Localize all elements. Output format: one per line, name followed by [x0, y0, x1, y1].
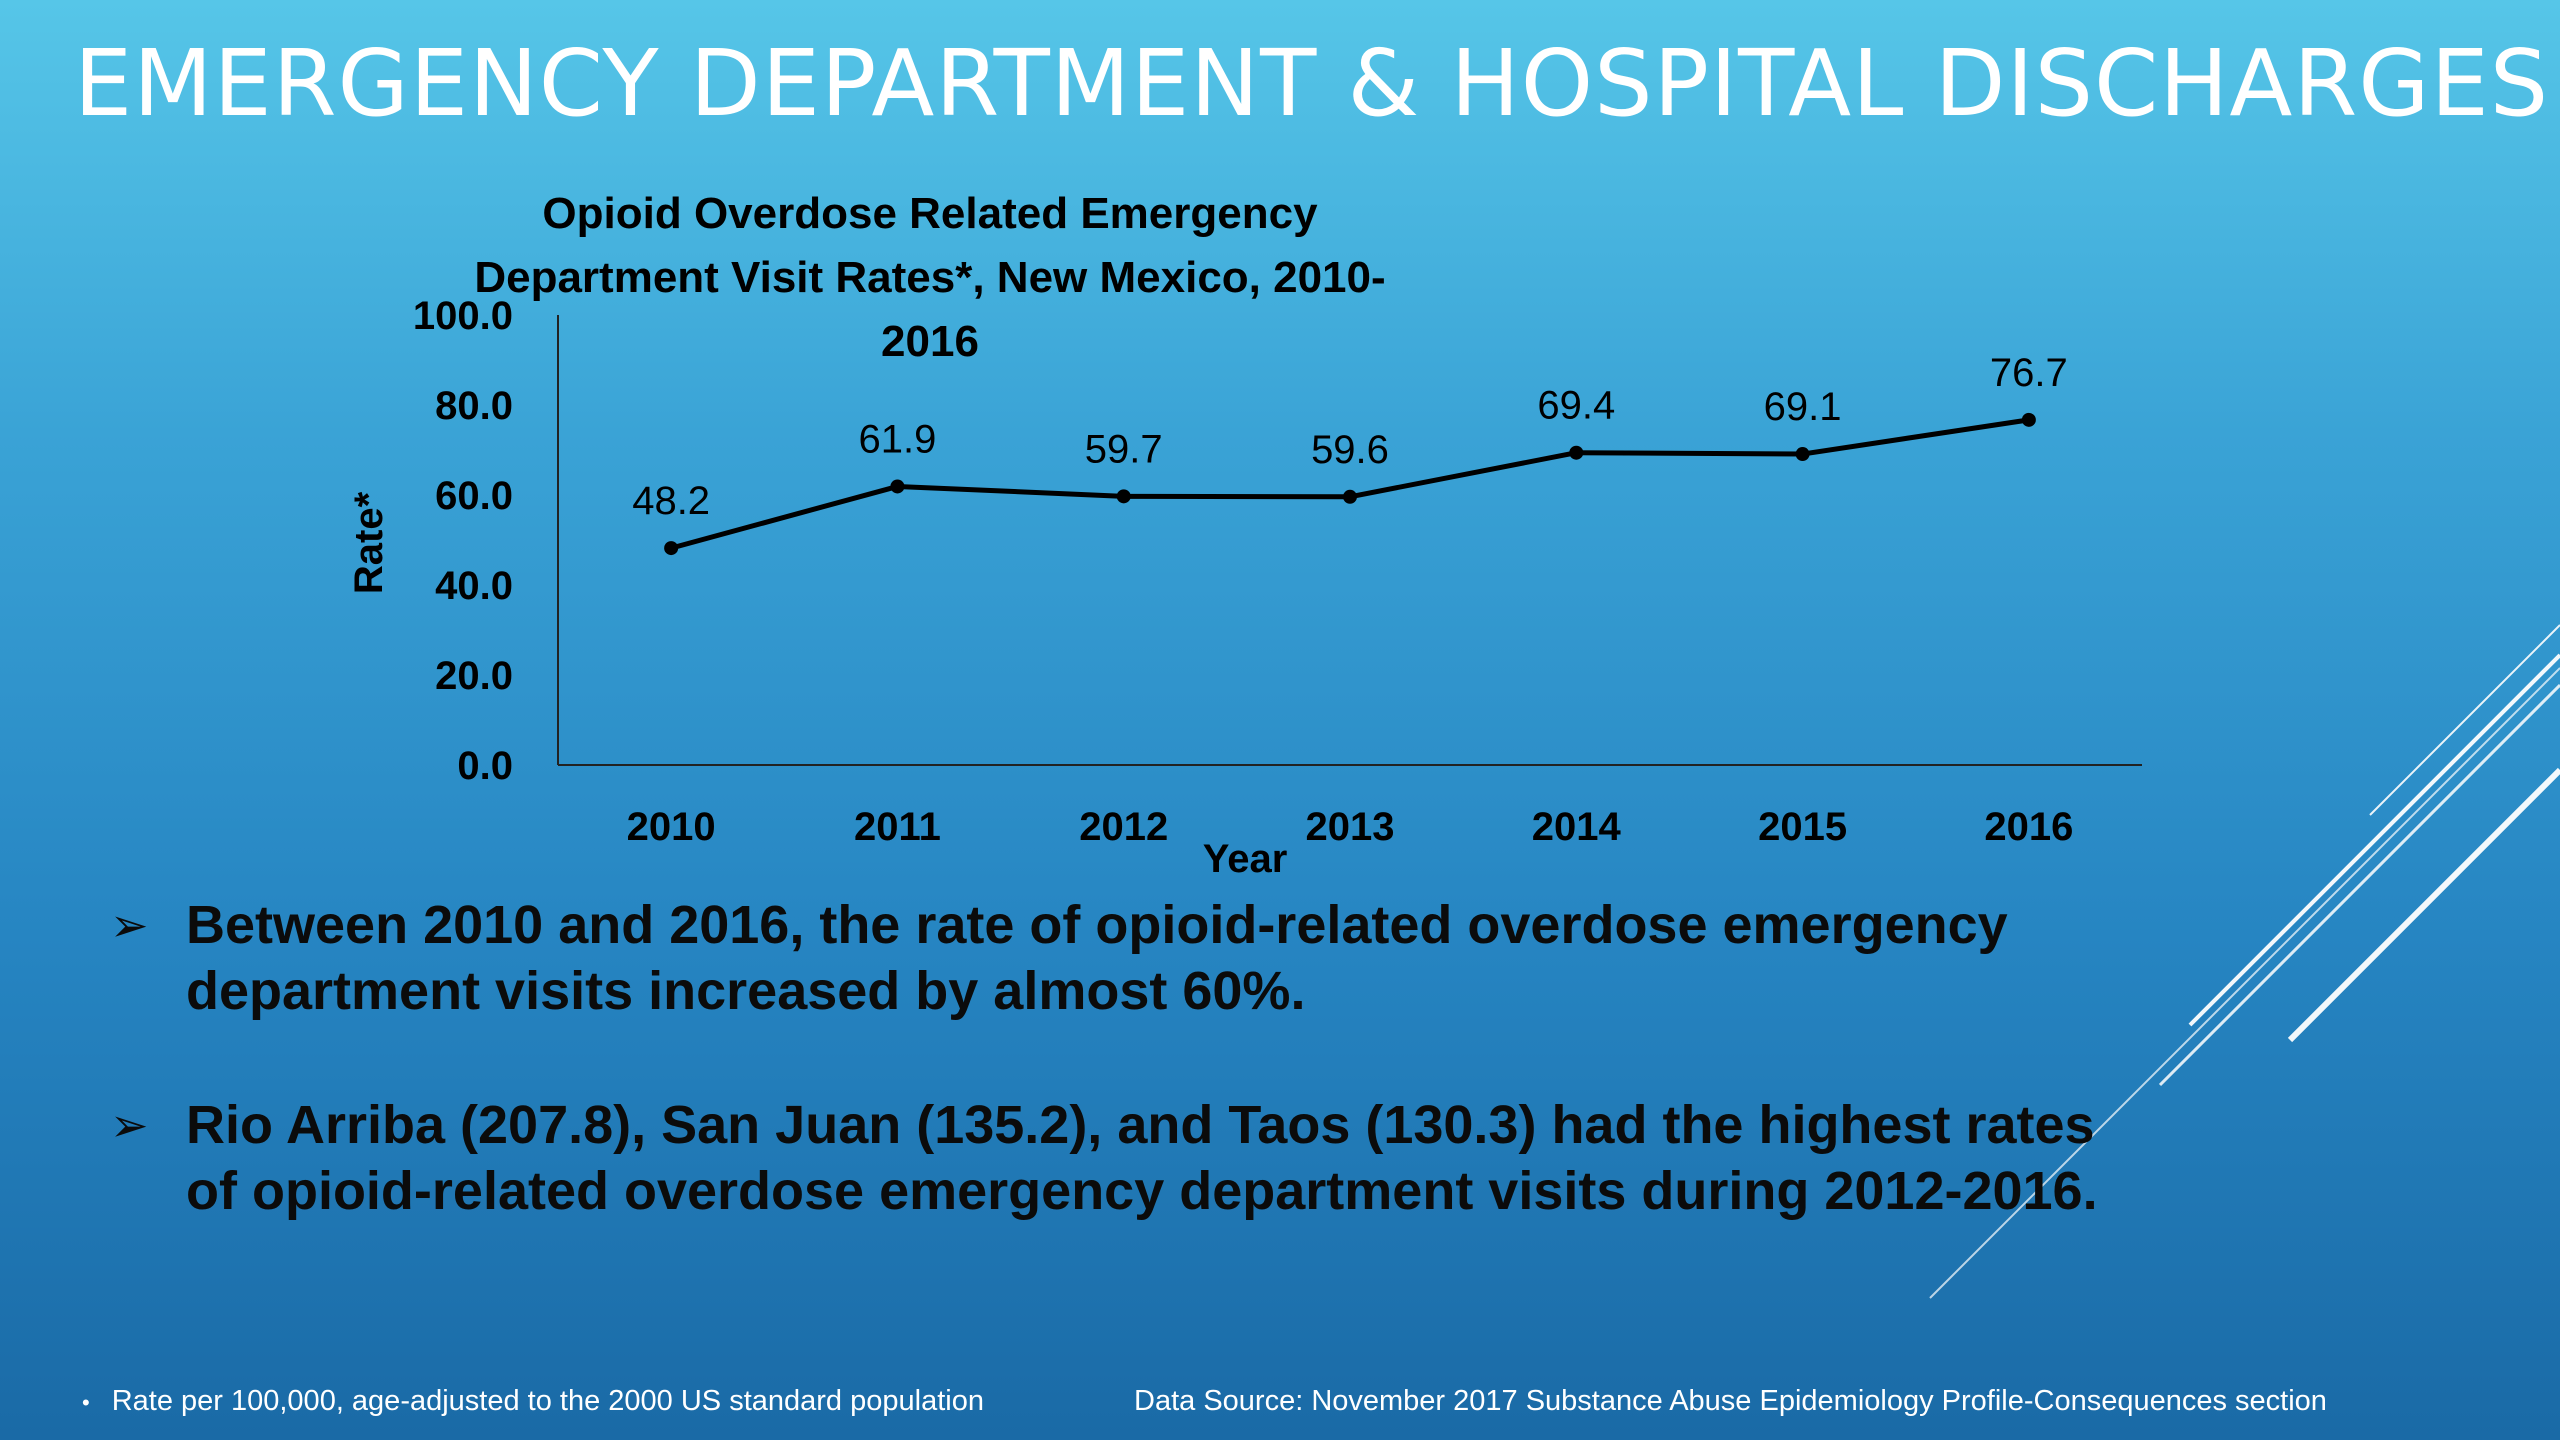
bullet-list: ➢ Between 2010 and 2016, the rate of opi… — [110, 892, 2110, 1292]
footnote-text: Rate per 100,000, age-adjusted to the 20… — [111, 1385, 984, 1417]
deco-line — [2158, 683, 2560, 1087]
arrow-bullet-icon: ➢ — [110, 1099, 149, 1151]
deco-line — [1929, 667, 2560, 1299]
y-tick-label: 40.0 — [435, 564, 513, 608]
x-tick-label: 2014 — [1532, 805, 1622, 849]
x-tick-label: 2016 — [1984, 805, 2073, 849]
y-tick-label: 0.0 — [457, 744, 513, 788]
y-tick-label: 100.0 — [413, 294, 513, 338]
data-point — [1569, 445, 1584, 460]
data-label: 59.6 — [1311, 428, 1389, 472]
x-tick-label: 2011 — [854, 805, 941, 849]
x-tick-label: 2012 — [1079, 805, 1168, 849]
deco-line — [2188, 653, 2560, 1027]
deco-line — [2369, 624, 2560, 816]
bullet-item: ➢ Rio Arriba (207.8), San Juan (135.2), … — [110, 1092, 2110, 1224]
bullet-dot-icon: • — [82, 1390, 90, 1415]
y-tick-label: 80.0 — [435, 384, 513, 428]
y-tick-label: 20.0 — [435, 654, 513, 698]
data-point — [1116, 489, 1131, 504]
bullet-text: Rio Arriba (207.8), San Juan (135.2), an… — [186, 1095, 2098, 1221]
data-label: 48.2 — [632, 479, 710, 523]
data-source: Data Source: November 2017 Substance Abu… — [1134, 1385, 2327, 1417]
y-tick-label: 60.0 — [435, 474, 513, 518]
x-axis-title: Year — [1203, 837, 1288, 880]
x-tick-label: 2013 — [1306, 805, 1395, 849]
y-axis-title: Rate* — [347, 491, 391, 594]
arrow-bullet-icon: ➢ — [110, 899, 149, 951]
x-tick-label: 2015 — [1758, 805, 1847, 849]
deco-line — [2287, 767, 2560, 1043]
line-chart: 0.0 20.0 40.0 60.0 80.0 100.0 2010 2011 2012 2013… — [347, 294, 2142, 880]
data-point — [2021, 412, 2036, 427]
bullet-text: Between 2010 and 2016, the rate of opioi… — [186, 895, 2008, 1021]
footnote: • Rate per 100,000, age-adjusted to the 2… — [82, 1385, 984, 1418]
slide-title: EMERGENCY DEPARTMENT & HOSPITAL DISCHARG… — [74, 30, 2550, 137]
data-point — [890, 479, 905, 494]
data-label: 69.1 — [1764, 385, 1842, 429]
data-point — [1795, 447, 1810, 462]
bullet-item: ➢ Between 2010 and 2016, the rate of opi… — [110, 892, 2110, 1024]
data-point — [664, 541, 679, 556]
data-label: 59.7 — [1085, 427, 1163, 471]
data-point — [1343, 489, 1357, 504]
x-tick-label: 2010 — [627, 805, 716, 849]
data-label: 69.4 — [1537, 384, 1615, 428]
data-label: 61.9 — [858, 417, 936, 461]
chart-title: Opioid Overdose Related Emergency Depart… — [474, 189, 1386, 366]
data-label: 76.7 — [1990, 351, 2068, 395]
